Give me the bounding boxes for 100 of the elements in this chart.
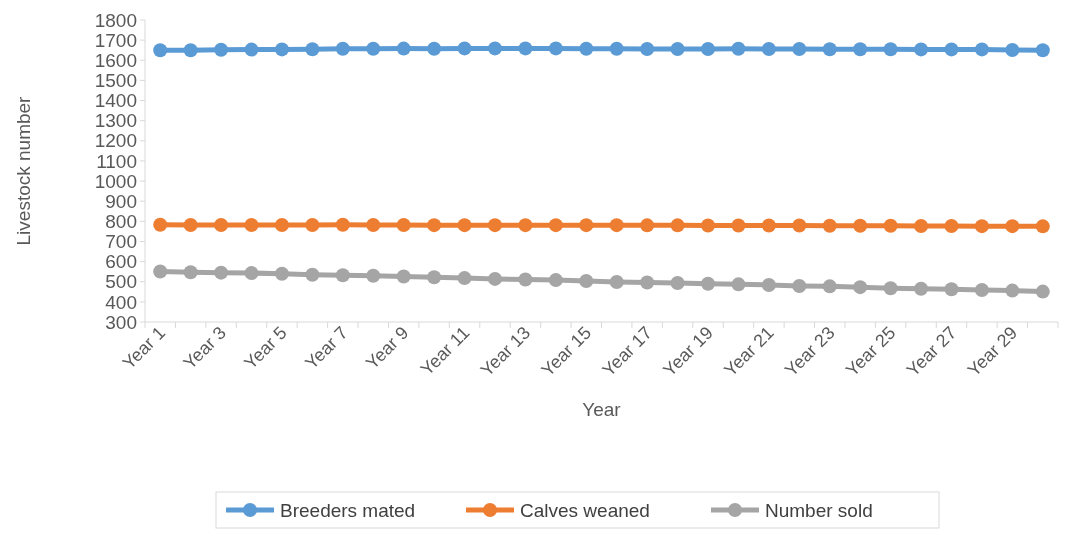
point bbox=[1005, 219, 1020, 234]
y-tick-label: 1000 bbox=[94, 170, 137, 192]
point bbox=[305, 42, 320, 57]
y-tick-label: 300 bbox=[105, 311, 137, 333]
point bbox=[670, 275, 685, 290]
point bbox=[731, 218, 746, 233]
point bbox=[427, 270, 442, 285]
point bbox=[914, 218, 929, 233]
y-tick-label: 900 bbox=[105, 190, 137, 212]
point bbox=[609, 274, 624, 289]
point bbox=[335, 41, 350, 56]
point bbox=[274, 266, 289, 281]
point bbox=[244, 42, 259, 57]
point bbox=[640, 275, 655, 290]
legend-label: Number sold bbox=[765, 499, 873, 521]
point bbox=[853, 42, 868, 57]
point bbox=[822, 279, 837, 294]
x-tick-label: Year 29 bbox=[963, 322, 1022, 381]
point bbox=[457, 41, 472, 56]
point bbox=[792, 218, 807, 233]
point bbox=[153, 217, 168, 232]
y-tick-label: 1600 bbox=[94, 49, 137, 71]
point bbox=[548, 273, 563, 288]
point bbox=[1035, 43, 1050, 58]
point bbox=[944, 42, 959, 57]
y-tick-label: 1800 bbox=[94, 9, 137, 31]
y-tick-label: 1100 bbox=[96, 150, 137, 172]
point bbox=[883, 42, 898, 57]
point bbox=[731, 41, 746, 56]
point bbox=[366, 217, 381, 232]
point bbox=[701, 41, 716, 56]
point bbox=[274, 217, 289, 232]
point bbox=[487, 271, 502, 286]
point bbox=[153, 264, 168, 279]
point bbox=[974, 282, 989, 297]
point bbox=[731, 277, 746, 292]
point bbox=[457, 218, 472, 233]
point bbox=[640, 41, 655, 56]
point bbox=[183, 217, 198, 232]
y-tick-label: 1400 bbox=[94, 90, 137, 112]
x-tick-label: Year 27 bbox=[902, 322, 961, 381]
x-tick-label: Year 19 bbox=[659, 322, 717, 381]
legend-label: Calves weaned bbox=[520, 499, 650, 521]
point bbox=[883, 281, 898, 296]
point bbox=[548, 218, 563, 233]
legend-label: Breeders mated bbox=[280, 499, 416, 521]
point bbox=[396, 217, 411, 232]
point bbox=[640, 218, 655, 233]
point bbox=[305, 267, 320, 282]
point bbox=[974, 219, 989, 234]
point bbox=[427, 41, 442, 56]
point bbox=[214, 265, 229, 280]
x-tick-label: Year 17 bbox=[598, 322, 656, 381]
point bbox=[305, 217, 320, 232]
x-tick-label: Year 23 bbox=[781, 322, 839, 381]
x-tick-label: Year 15 bbox=[537, 322, 596, 381]
point bbox=[396, 269, 411, 284]
point bbox=[853, 280, 868, 295]
point bbox=[792, 41, 807, 56]
point bbox=[244, 266, 259, 281]
x-tick-label: Year 25 bbox=[841, 322, 900, 381]
point bbox=[701, 276, 716, 291]
point bbox=[244, 217, 259, 232]
point bbox=[670, 41, 685, 56]
point bbox=[1035, 284, 1050, 299]
point bbox=[183, 265, 198, 280]
x-tick-label: Year 9 bbox=[362, 322, 413, 374]
point bbox=[701, 218, 716, 233]
x-axis-title: Year bbox=[582, 399, 622, 420]
point bbox=[214, 42, 229, 57]
y-tick-label: 1700 bbox=[94, 29, 137, 51]
x-tick-label: Year 21 bbox=[720, 322, 778, 381]
y-tick-label: 600 bbox=[105, 251, 137, 273]
point bbox=[518, 218, 533, 233]
y-tick-label: 1200 bbox=[94, 130, 137, 152]
point bbox=[1035, 219, 1050, 234]
point bbox=[335, 268, 350, 283]
point bbox=[396, 41, 411, 56]
x-tick-label: Year 7 bbox=[301, 322, 352, 374]
point bbox=[366, 268, 381, 283]
point bbox=[670, 218, 685, 233]
y-tick-label: 700 bbox=[105, 231, 137, 253]
y-tick-label: 500 bbox=[105, 271, 137, 293]
x-tick-label: Year 13 bbox=[476, 322, 535, 381]
point bbox=[944, 218, 959, 233]
x-tick-label: Year 3 bbox=[179, 322, 230, 374]
point bbox=[518, 41, 533, 56]
point bbox=[579, 218, 594, 233]
point bbox=[548, 41, 563, 56]
point bbox=[366, 41, 381, 56]
point bbox=[761, 277, 776, 292]
point bbox=[518, 272, 533, 287]
point bbox=[579, 41, 594, 56]
point bbox=[761, 218, 776, 233]
point bbox=[427, 218, 442, 233]
point bbox=[335, 217, 350, 232]
point bbox=[579, 273, 594, 288]
point bbox=[183, 43, 198, 58]
point bbox=[1005, 43, 1020, 57]
point bbox=[883, 218, 898, 233]
